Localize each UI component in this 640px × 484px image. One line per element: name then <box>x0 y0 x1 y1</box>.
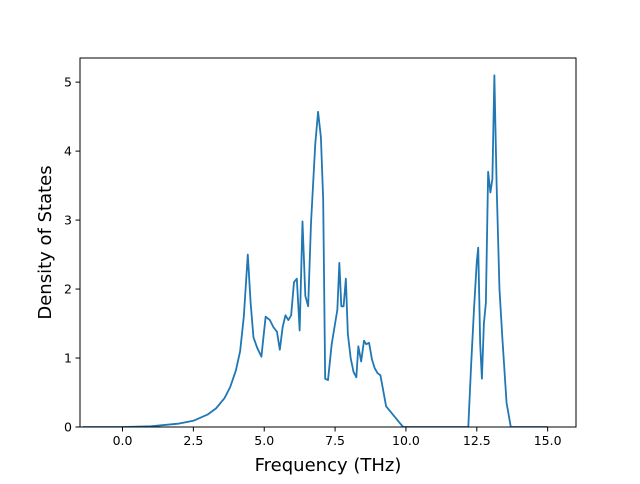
y-tick-label: 5 <box>64 75 72 90</box>
x-axis-label: Frequency (THz) <box>255 455 402 476</box>
y-tick-label: 3 <box>64 213 72 228</box>
x-tick-label: 10.0 <box>392 433 420 448</box>
y-axis-ticks: 0 1 2 3 4 5 <box>64 75 80 435</box>
y-tick-label: 4 <box>64 144 72 159</box>
x-tick-label: 2.5 <box>183 433 203 448</box>
y-tick-label: 0 <box>64 420 72 435</box>
y-axis-label: Density of States <box>35 165 56 319</box>
x-tick-label: 0.0 <box>113 433 133 448</box>
x-tick-label: 12.5 <box>463 433 491 448</box>
y-tick-label: 2 <box>64 282 72 297</box>
x-tick-label: 15.0 <box>534 433 562 448</box>
x-axis-ticks: 0.0 2.5 5.0 7.5 10.0 12.5 15.0 <box>113 427 562 448</box>
x-tick-label: 7.5 <box>325 433 345 448</box>
x-tick-label: 5.0 <box>254 433 274 448</box>
y-tick-label: 1 <box>64 351 72 366</box>
axes-frame <box>79 57 577 428</box>
plot-layer <box>82 74 548 427</box>
dos-series-line <box>82 74 548 427</box>
